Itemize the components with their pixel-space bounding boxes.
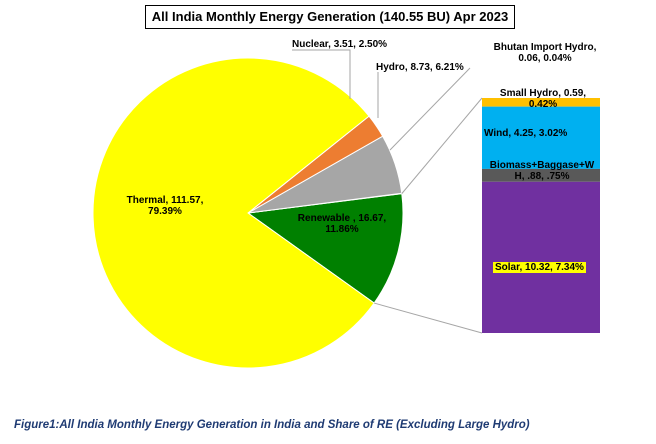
renewable-label-line1: Renewable , 16.67, [297,213,387,224]
wind-label: Wind, 4.25, 3.02% [484,128,568,139]
hydro-label: Hydro, 8.73, 6.21% [376,62,464,73]
bhutan-label-line2: 0.06, 0.04% [518,53,572,64]
bar-solar [482,181,600,333]
renewable-label-line2: 11.86% [325,224,359,235]
connector-bottom [374,302,483,334]
small-hydro-label-line2: 0.42% [528,99,558,110]
biomass-label-line1: Biomass+Baggase+W [489,160,595,171]
bhutan-label-line1: Bhutan Import Hydro, [493,42,597,53]
renewable-label: Renewable , 16.67, 11.86% [292,213,392,235]
biomass-label-line2: H, .88, .75% [514,171,570,182]
small-hydro-label: Small Hydro, 0.59, 0.42% [484,88,602,110]
solar-label: Solar, 10.32, 7.34% [493,262,586,273]
bar-biomass [482,168,600,182]
bar-small-hydro [482,98,600,107]
nuclear-label: Nuclear, 3.51, 2.50% [292,39,388,50]
slice-renewable [246,193,404,304]
leader-bhutan [389,67,471,151]
bhutan-label: Bhutan Import Hydro, 0.06, 0.04% [470,42,620,64]
thermal-label-line1: Thermal, 111.57, [126,195,204,206]
leader-nuclear [292,49,351,99]
biomass-label: Biomass+Baggase+W H, .88, .75% [482,160,602,182]
thermal-label-line2: 79.39% [148,206,182,217]
bar-wind [482,106,600,169]
slice-thermal [92,57,375,369]
chart-title: All India Monthly Energy Generation (140… [145,5,515,29]
connector-top [401,97,483,194]
thermal-label: Thermal, 111.57, 79.39% [100,195,230,217]
figure-caption: Figure1:All India Monthly Energy Generat… [14,419,530,431]
small-hydro-label-line1: Small Hydro, 0.59, [499,88,587,99]
